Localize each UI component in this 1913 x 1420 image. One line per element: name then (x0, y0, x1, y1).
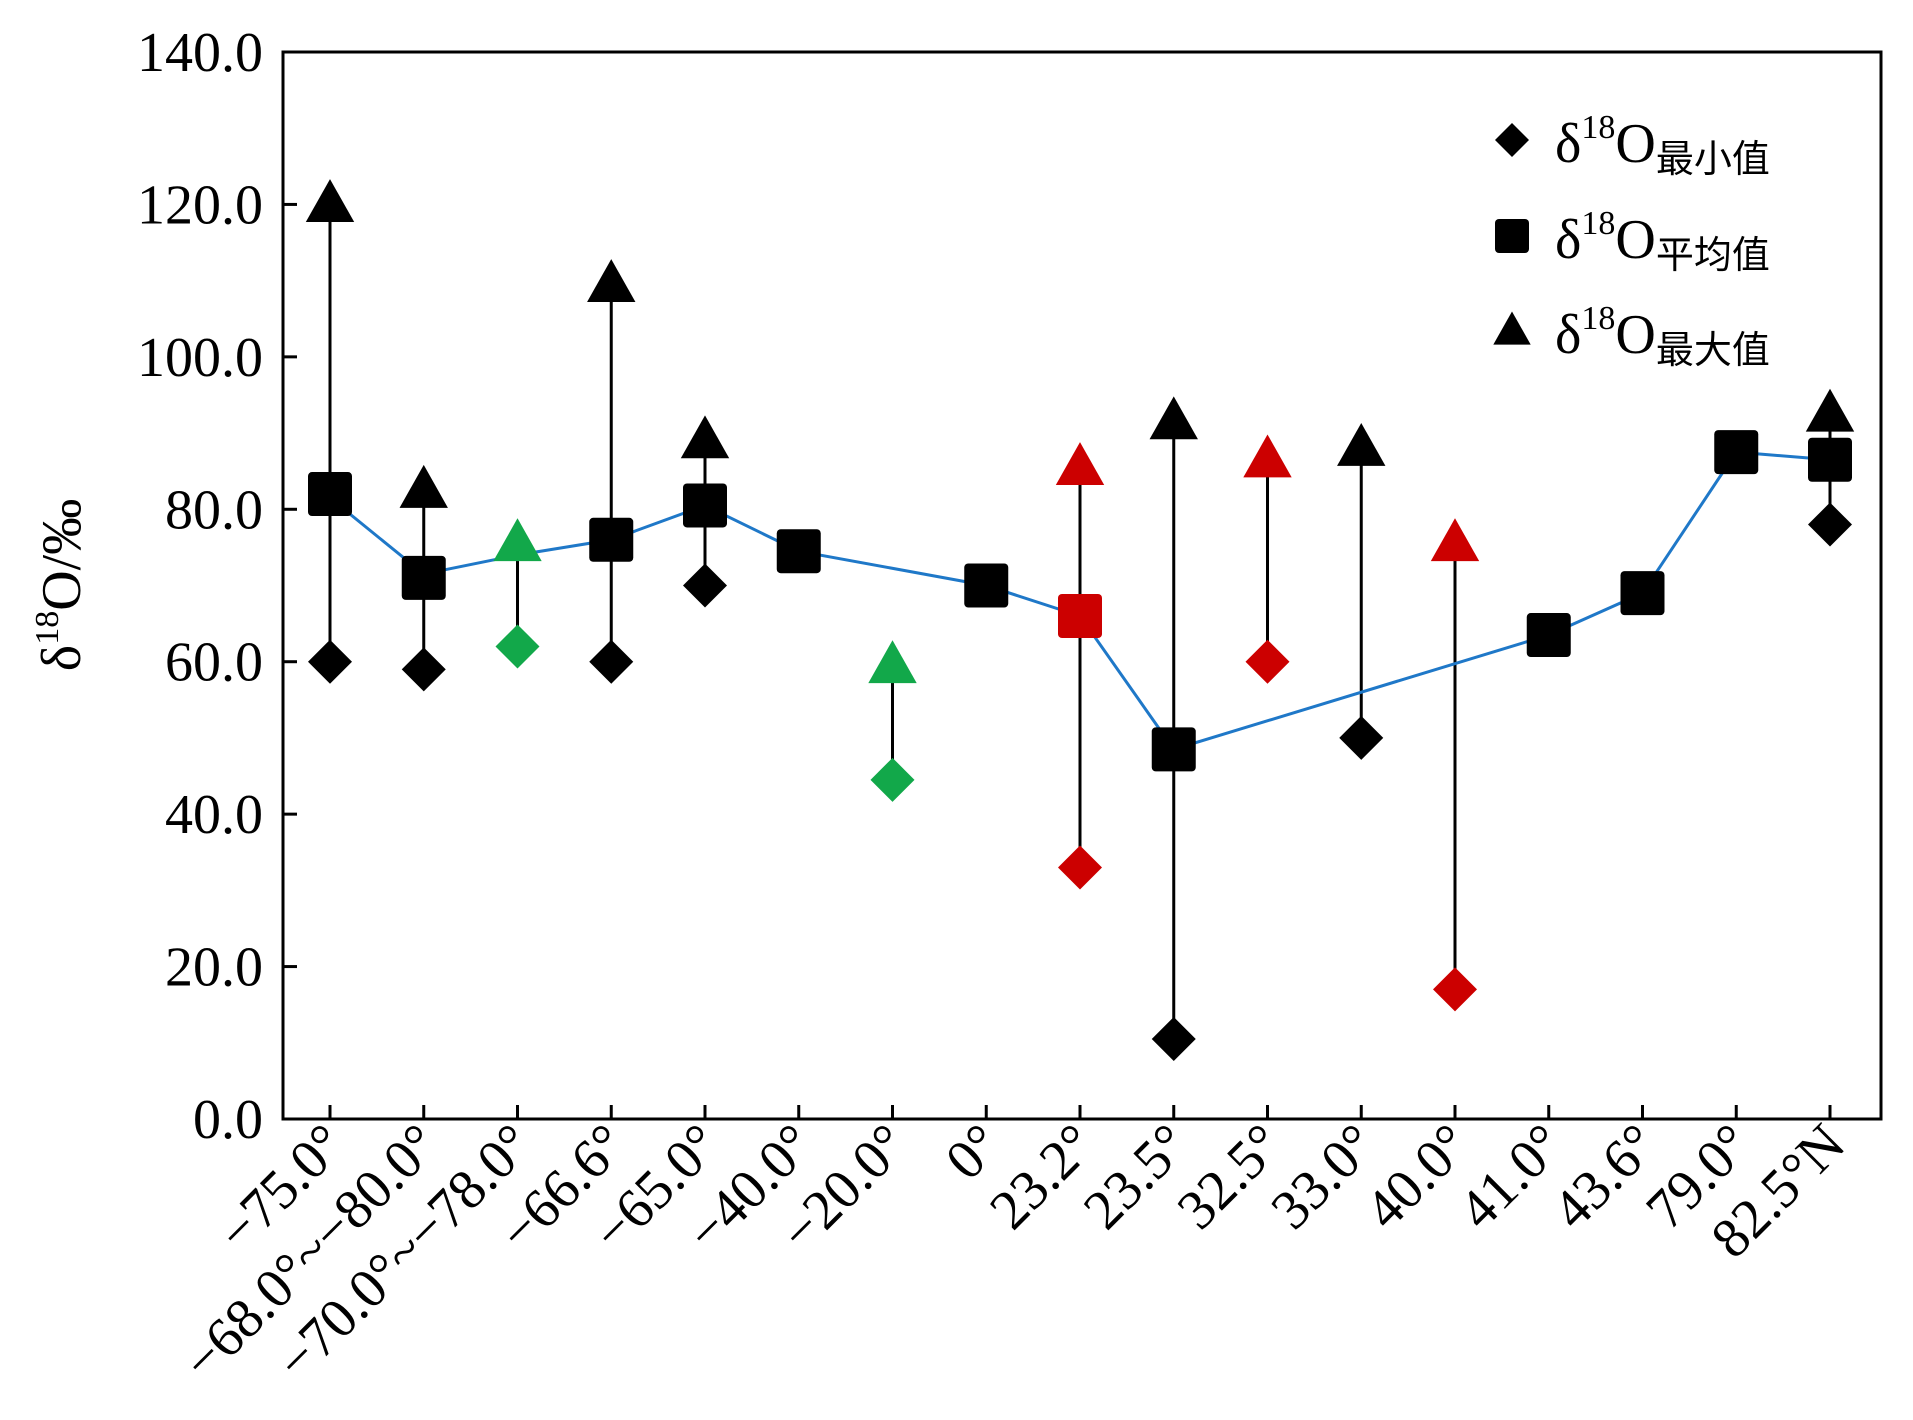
max-point-triangle (1055, 442, 1105, 485)
legend-marker (1493, 311, 1531, 345)
legend-prefix: δ (1555, 209, 1581, 271)
mean-point-square (776, 529, 821, 574)
legend-entry: δ18O平均值 (1555, 205, 1770, 277)
y-tick-label: 20.0 (165, 937, 263, 999)
legend-main-letter: O (1615, 113, 1655, 175)
max-point-triangle (680, 415, 730, 459)
y-axis-title-sup: 18 (29, 611, 66, 645)
legend-sub: 最小值 (1656, 139, 1770, 181)
legend-sub: 平均值 (1656, 235, 1770, 277)
mean-point-square (683, 483, 727, 528)
max-point-triangle (1149, 396, 1198, 440)
min-point-diamond (1433, 967, 1477, 1012)
min-point-diamond (401, 647, 446, 692)
min-point-diamond (1339, 715, 1384, 760)
x-tick-label: 41.0° (1447, 1112, 1576, 1241)
legend-prefix: δ (1555, 304, 1581, 366)
x-tick-label: 23.5° (1072, 1112, 1201, 1241)
x-tick-label: 32.5° (1166, 1112, 1295, 1241)
mean-point-square (1620, 571, 1665, 616)
legend-entry: δ18O最小值 (1555, 109, 1770, 181)
min-point-diamond (870, 757, 915, 802)
mean-point-square (1151, 727, 1196, 772)
legend-sub: 最大值 (1656, 330, 1770, 372)
y-tick-label: 0.0 (193, 1089, 263, 1151)
max-point-triangle (1430, 518, 1480, 562)
legend-prefix: δ (1555, 113, 1581, 175)
legend-sup: 18 (1581, 109, 1615, 146)
y-tick-label: 120.0 (137, 174, 263, 236)
x-tick-label: 43.6° (1541, 1112, 1670, 1241)
mean-point-square (308, 472, 352, 517)
y-tick-label: 80.0 (165, 479, 263, 541)
plot-frame (281, 50, 1883, 1121)
min-point-diamond (308, 639, 352, 684)
y-tick-label: 140.0 (137, 22, 263, 84)
min-point-diamond (683, 563, 727, 608)
data-points (305, 179, 1855, 1061)
max-point-triangle (1805, 388, 1855, 432)
max-point-triangle (305, 179, 355, 223)
legend-entry: δ18O最大值 (1555, 300, 1770, 372)
max-point-triangle (587, 259, 636, 303)
mean-point-square (401, 555, 446, 600)
mean-point-square (589, 517, 634, 562)
mean-point-square (1058, 593, 1102, 638)
max-point-triangle (1243, 434, 1292, 478)
y-axis-title: δ18O/‰ (29, 499, 93, 671)
mean-point-square (1808, 437, 1852, 482)
y-tick-label: 60.0 (165, 632, 263, 694)
x-tick-label: 33.0° (1259, 1112, 1388, 1241)
y-tick-label: 40.0 (165, 784, 263, 846)
mean-point-square (1526, 613, 1571, 658)
legend-main-letter: O (1615, 304, 1655, 366)
y-axis-ticks: 0.0 20.0 40.0 60.0 80.0 100.0 120.0 140.0 (137, 22, 297, 1151)
min-point-diamond (1058, 845, 1102, 890)
min-point-diamond (1151, 1016, 1196, 1061)
max-point-triangle (493, 518, 542, 562)
x-axis-ticks: −75.0°−68.0°~−80.0°−70.0°~−78.0°−66.6°−6… (171, 1105, 1857, 1393)
min-point-diamond (589, 639, 634, 684)
x-tick-label: 40.0° (1353, 1112, 1482, 1241)
min-point-diamond (1245, 639, 1290, 684)
max-point-triangle (1337, 423, 1386, 466)
legend-sup: 18 (1581, 205, 1615, 242)
x-tick-label: 23.2° (978, 1112, 1107, 1241)
y-tick-label: 100.0 (137, 327, 263, 389)
legend-marker (1495, 123, 1529, 157)
mean-point-square (964, 563, 1009, 608)
y-axis-title-suffix: O/‰ (31, 499, 93, 611)
max-point-triangle (868, 640, 917, 684)
mean-point-square (1714, 430, 1759, 475)
min-point-diamond (495, 624, 540, 669)
legend-marker (1495, 219, 1529, 253)
min-point-diamond (1808, 502, 1852, 547)
legend-sup: 18 (1581, 300, 1615, 337)
max-point-triangle (399, 464, 448, 508)
y-axis-title-prefix: δ (31, 645, 93, 671)
legend-main-letter: O (1615, 209, 1655, 271)
